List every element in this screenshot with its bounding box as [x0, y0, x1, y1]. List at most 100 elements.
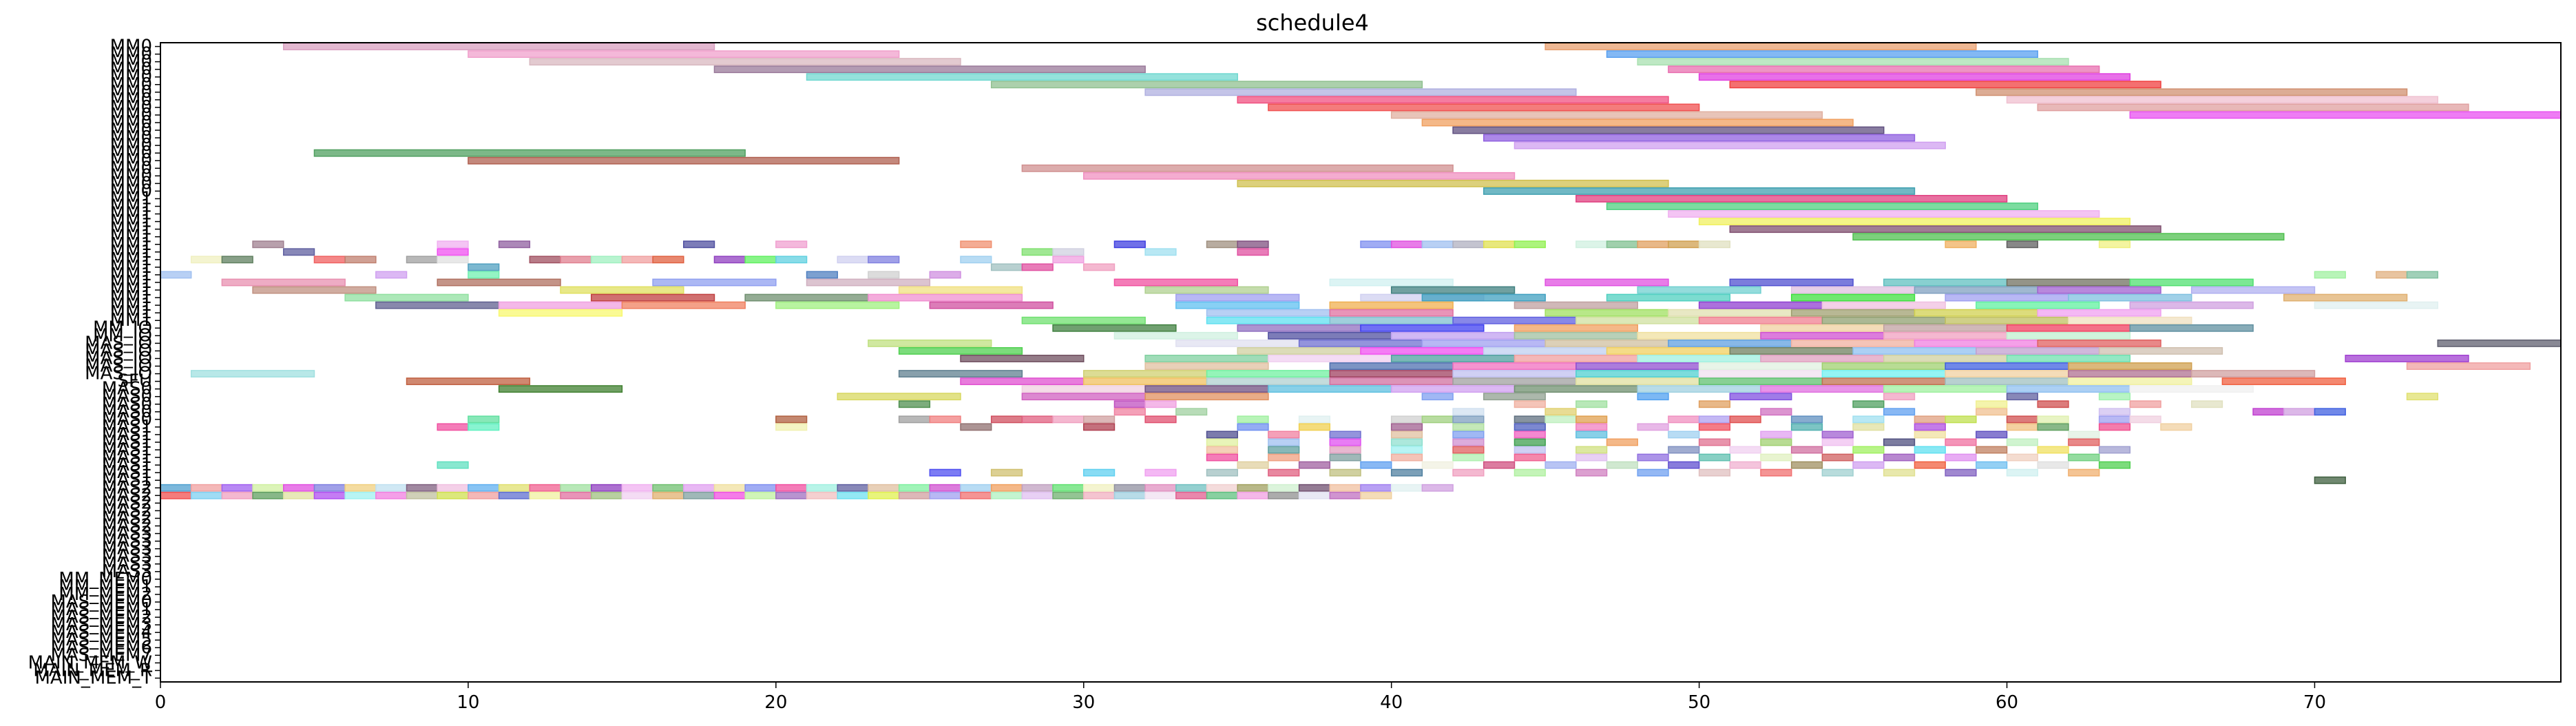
task-bar: [1052, 484, 1085, 492]
chart-title: schedule4: [1256, 10, 1369, 36]
task-bar: [1760, 355, 1885, 362]
task-bar: [1268, 491, 1300, 499]
task-bar: [1206, 446, 1238, 454]
task-bar: [1976, 408, 2008, 416]
task-bar: [744, 491, 777, 499]
task-bar: [1452, 126, 1885, 134]
task-bar: [1144, 362, 1269, 370]
task-bar: [1514, 468, 1546, 477]
y-tick-label: MM1: [110, 272, 152, 293]
task-bar: [1390, 453, 1423, 461]
task-bar: [1760, 331, 1885, 340]
task-bar: [1144, 385, 1269, 393]
task-bar: [898, 491, 931, 499]
task-bar: [344, 484, 377, 492]
plot-frame: [160, 42, 2562, 683]
task-bar: [2068, 377, 2192, 386]
task-bar: [1575, 377, 1700, 386]
task-bar: [2037, 423, 2069, 431]
task-bar: [1268, 385, 1392, 393]
task-bar: [437, 248, 469, 256]
y-tick-label: MM0: [110, 127, 152, 148]
task-bar: [590, 256, 623, 264]
task-bar: [1668, 415, 1700, 424]
task-bar: [1144, 355, 1269, 362]
task-bar: [1514, 141, 1946, 149]
task-bar: [1298, 423, 1331, 431]
y-tick-label: MM1: [110, 204, 152, 225]
task-bar: [1883, 408, 1916, 416]
task-bar: [2006, 278, 2131, 287]
task-bar: [1821, 453, 1854, 461]
y-tick-label: MM1: [110, 310, 152, 331]
task-bar: [1452, 240, 1485, 249]
task-bar: [2006, 331, 2131, 340]
task-bar: [1760, 431, 1792, 439]
task-bar: [1852, 461, 1885, 469]
task-bar: [1421, 293, 1546, 302]
task-bar: [1544, 461, 1577, 469]
task-bar: [960, 240, 992, 249]
task-bar: [1390, 468, 1423, 477]
task-bar: [775, 256, 808, 264]
task-bar: [1790, 461, 1823, 469]
task-bar: [1329, 301, 1454, 309]
task-bar: [1698, 301, 1823, 309]
task-bar: [1575, 431, 1608, 439]
task-bar: [313, 256, 346, 264]
task-bar: [1883, 468, 1916, 477]
task-bar: [1083, 423, 1116, 431]
task-bar: [529, 491, 561, 499]
task-bar: [468, 415, 500, 424]
task-bar: [252, 484, 284, 492]
task-bar: [1144, 88, 1577, 96]
task-bar: [1760, 408, 1792, 416]
task-bar: [1113, 491, 1146, 499]
task-bar: [2314, 408, 2346, 416]
task-bar: [960, 377, 1085, 386]
task-bar: [1544, 339, 1669, 347]
task-bar: [560, 484, 592, 492]
y-tick-label: MM0: [110, 37, 152, 57]
task-bar: [1976, 431, 2008, 439]
task-bar: [1945, 370, 2069, 378]
task-bar: [529, 58, 961, 66]
task-bar: [1329, 309, 1454, 317]
task-bar: [437, 240, 469, 249]
task-bar: [837, 256, 869, 264]
task-bar: [2098, 393, 2131, 401]
task-bar: [1083, 263, 1116, 271]
task-bar: [1144, 248, 1177, 256]
task-bar: [1883, 393, 1916, 401]
task-bar: [960, 423, 992, 431]
task-bar: [1298, 339, 1423, 347]
task-bar: [1698, 218, 2131, 226]
y-tick-label: MM1: [110, 302, 152, 323]
task-bar: [2221, 377, 2346, 386]
task-bar: [1790, 423, 1823, 431]
task-bar: [1329, 377, 1454, 386]
task-bar: [868, 339, 992, 347]
task-bar: [2098, 346, 2223, 355]
task-bar: [1421, 461, 1454, 469]
task-bar: [498, 301, 623, 309]
task-bar: [1668, 446, 1700, 454]
y-tick-label: MAIN_MEM_T: [34, 667, 152, 688]
y-tick-label: MAS1: [102, 462, 152, 483]
task-bar: [1945, 293, 2069, 302]
task-bar: [1698, 316, 1823, 324]
task-bar: [2314, 271, 2346, 279]
task-bar: [1021, 484, 1054, 492]
task-bar: [1206, 370, 1331, 378]
task-bar: [652, 278, 777, 287]
y-tick-label: MM_IO: [93, 318, 152, 338]
task-bar: [806, 278, 931, 287]
task-bar: [775, 423, 808, 431]
task-bar: [1945, 240, 1977, 249]
task-bar: [990, 415, 1023, 424]
task-bar: [1668, 431, 1700, 439]
task-bar: [1083, 172, 1516, 180]
task-bar: [1113, 240, 1146, 249]
task-bar: [190, 491, 223, 499]
